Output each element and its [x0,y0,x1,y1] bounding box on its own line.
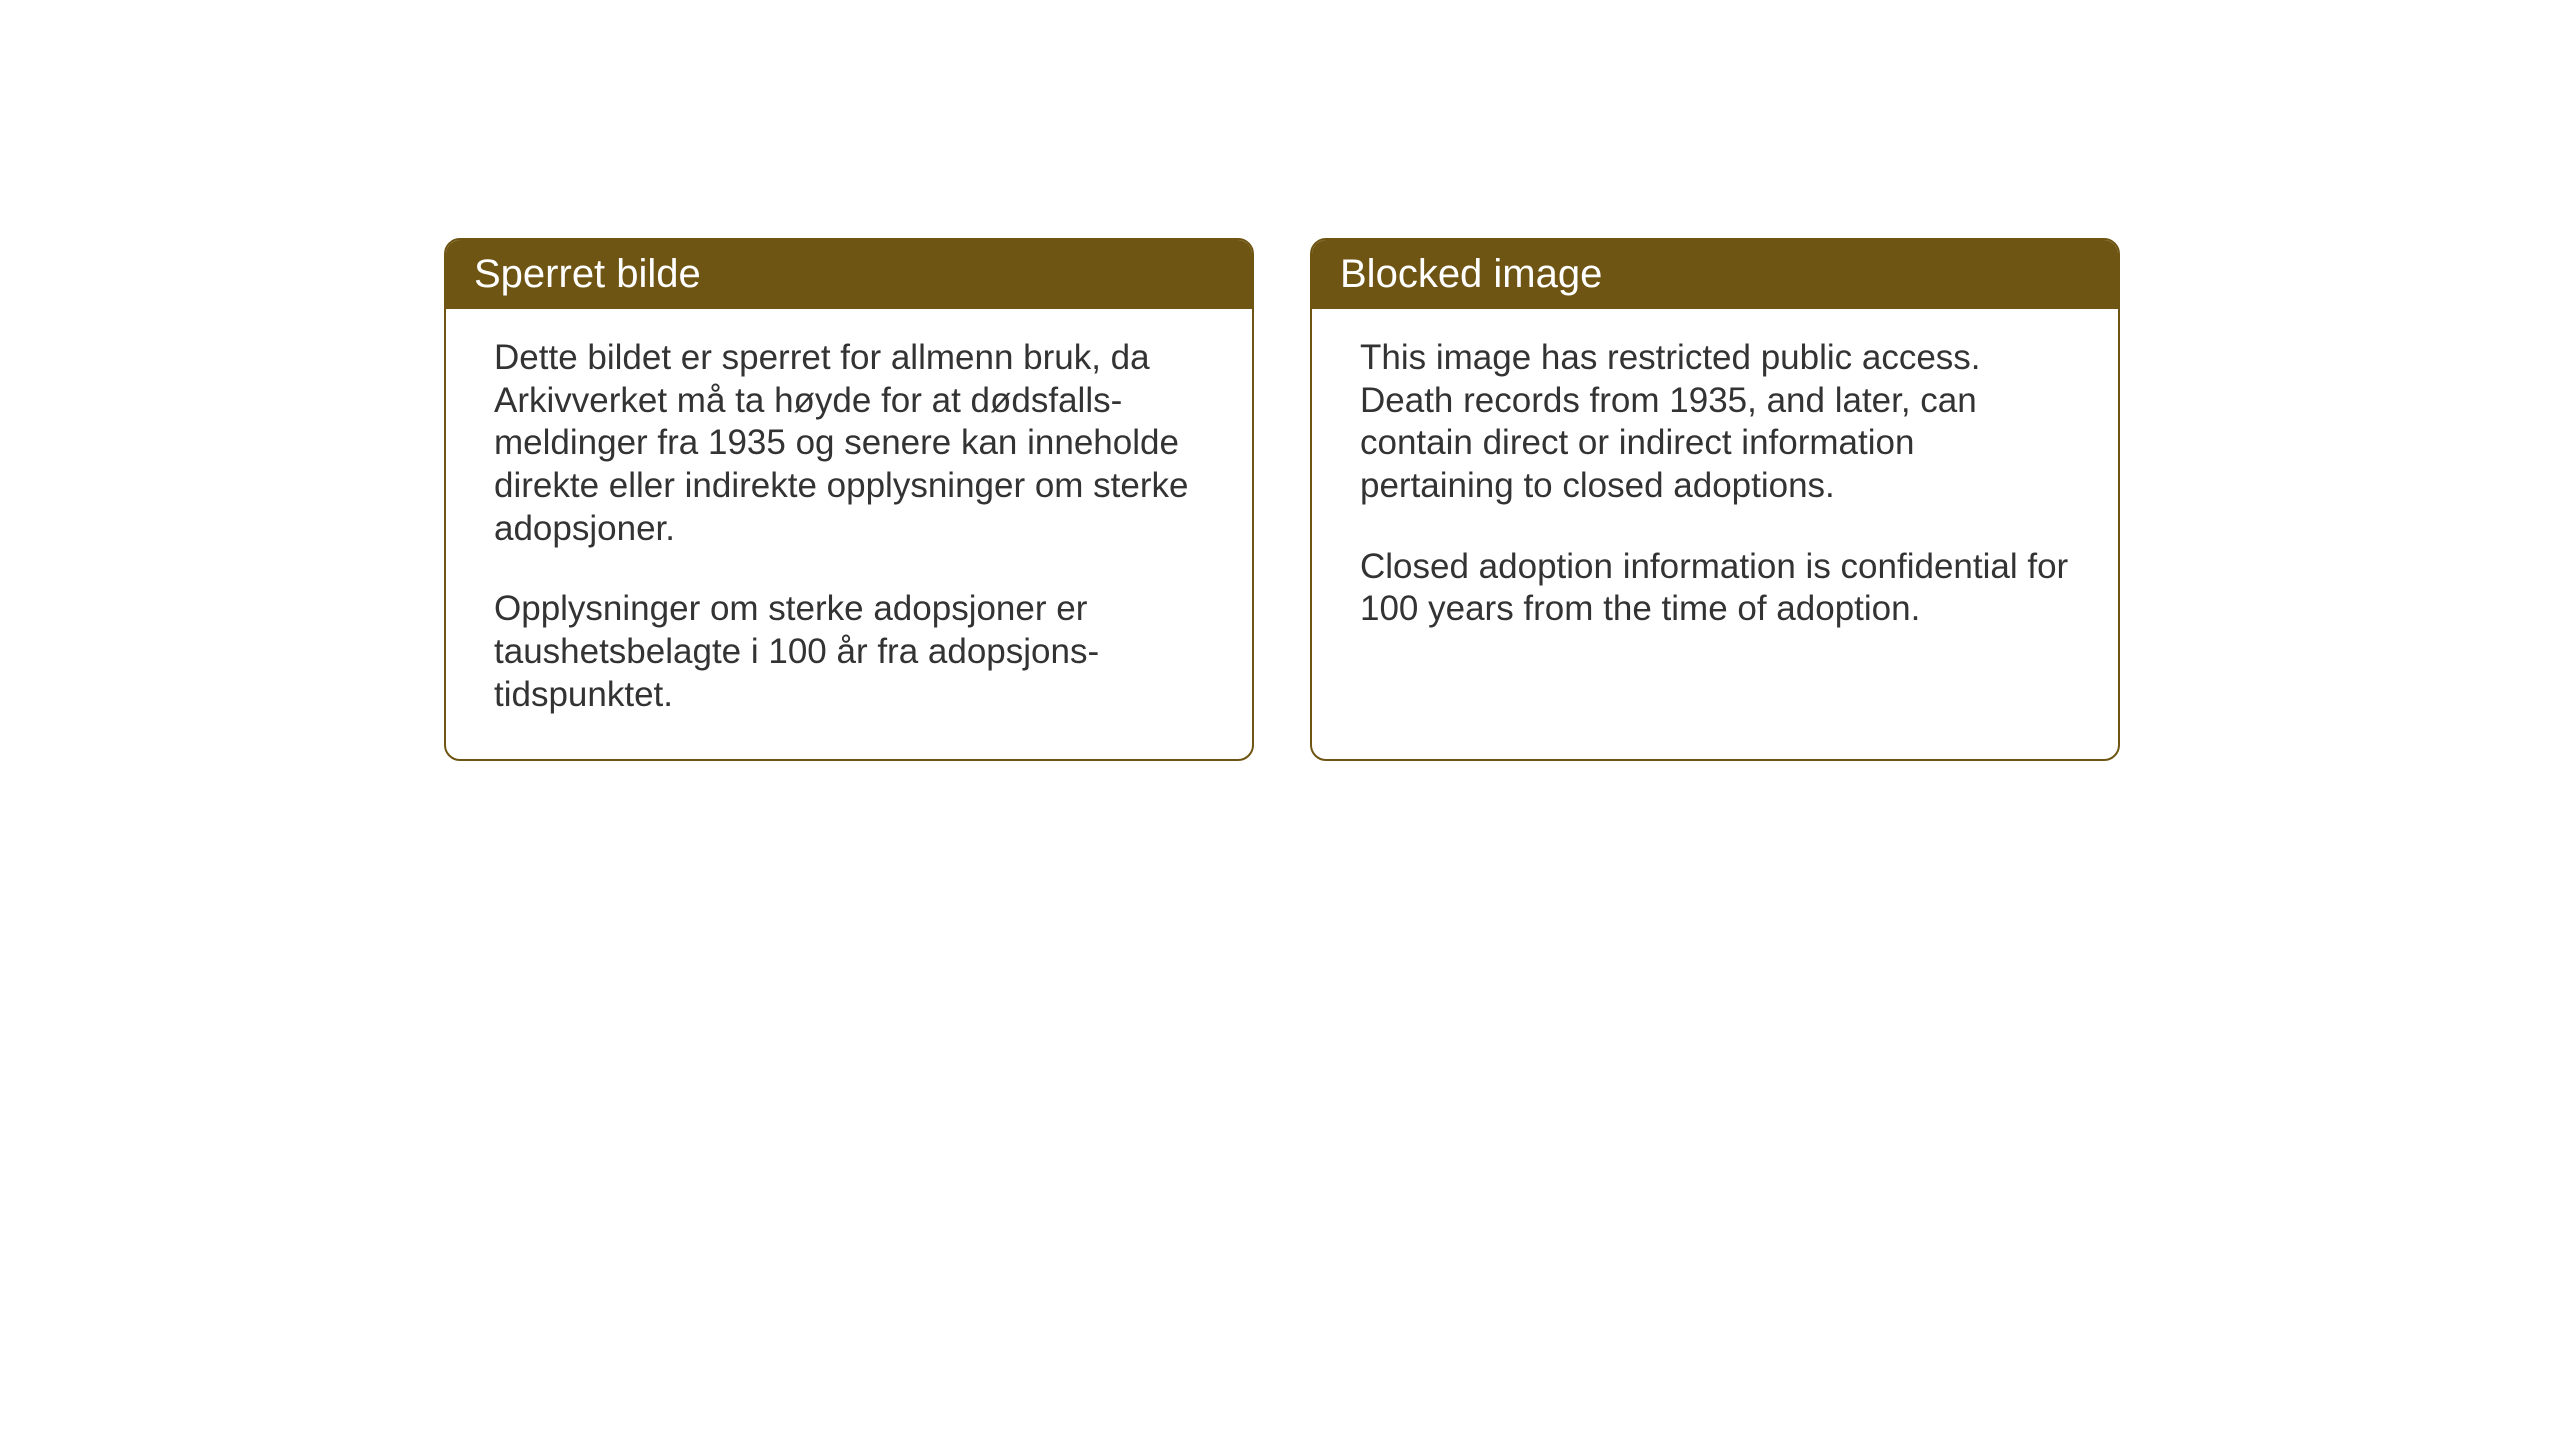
card-body: Dette bildet er sperret for allmenn bruk… [446,309,1252,759]
card-body: This image has restricted public access.… [1312,309,2118,739]
card-paragraph: Dette bildet er sperret for allmenn bruk… [494,337,1204,550]
card-title: Sperret bilde [474,252,701,296]
card-header: Blocked image [1312,240,2118,309]
card-paragraph: Opplysninger om sterke adopsjoner er tau… [494,588,1204,716]
card-header: Sperret bilde [446,240,1252,309]
notice-card-norwegian: Sperret bilde Dette bildet er sperret fo… [444,238,1254,761]
notice-card-english: Blocked image This image has restricted … [1310,238,2120,761]
card-title: Blocked image [1340,252,1602,296]
notice-container: Sperret bilde Dette bildet er sperret fo… [444,238,2120,761]
card-paragraph: This image has restricted public access.… [1360,337,2070,508]
card-paragraph: Closed adoption information is confident… [1360,546,2070,631]
